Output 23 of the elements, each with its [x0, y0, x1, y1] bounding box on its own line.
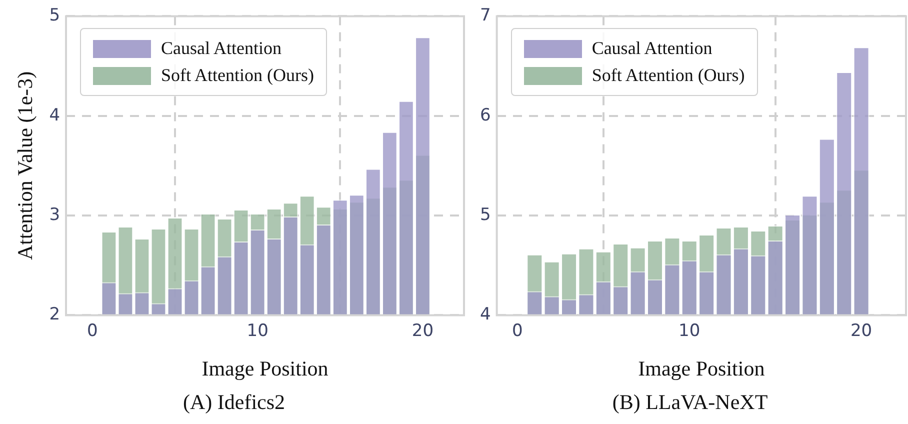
x-tick-label: 20	[850, 320, 872, 341]
legend-label: Soft Attention (Ours)	[592, 65, 745, 86]
y-tick-label: 5	[49, 6, 60, 26]
y-tick-label: 4	[480, 304, 491, 325]
x-tick-label: 20	[412, 320, 434, 341]
y-tick-label: 6	[480, 105, 491, 126]
text: (A) Idefics2	[182, 390, 286, 414]
x-tick-label: 0	[87, 320, 98, 341]
legend-label: Causal Attention	[592, 38, 712, 60]
y-tick-label: 7	[480, 6, 491, 26]
x-tick-label: 10	[246, 320, 268, 341]
legend-label: Soft Attention (Ours)	[161, 65, 314, 86]
y-tick-label: 3	[49, 204, 60, 225]
x-axis-title: Image Position	[202, 356, 329, 381]
y-tick-label: 4	[49, 105, 60, 126]
x-axis-title: Image Position	[638, 356, 766, 381]
y-tick-label: 5	[480, 204, 491, 225]
y-axis-title: Attention Value (1e-3)	[13, 71, 38, 260]
y-tick-label: 2	[49, 304, 60, 325]
legend-label: Causal Attention	[161, 38, 282, 60]
text: (B) LLaVA-NeXT	[612, 390, 768, 414]
x-tick-label: 10	[678, 320, 700, 341]
x-tick-label: 0	[512, 320, 523, 341]
